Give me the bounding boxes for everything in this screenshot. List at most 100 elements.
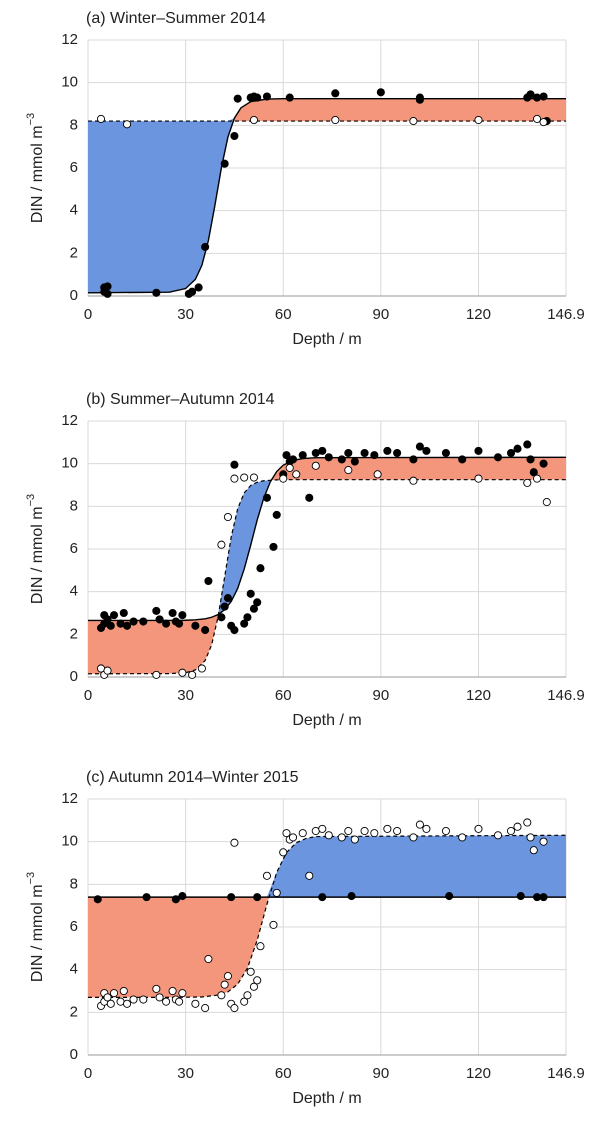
y-tick-label: 4: [70, 202, 78, 219]
data-point: [175, 997, 184, 1006]
fill-solid-below: [88, 835, 566, 898]
data-point: [155, 615, 164, 624]
data-point: [191, 621, 200, 630]
data-point: [513, 822, 522, 831]
x-tick-label: 120: [466, 687, 491, 704]
data-point: [523, 440, 532, 449]
data-point: [272, 510, 281, 519]
data-point: [256, 564, 265, 573]
y-tick-label: 12: [61, 412, 78, 429]
data-point: [298, 451, 307, 460]
y-tick-label: 6: [70, 159, 78, 176]
data-point: [204, 576, 213, 586]
data-point: [122, 621, 132, 630]
data-point: [493, 453, 503, 462]
data-point: [373, 470, 382, 479]
y-tick-label: 10: [61, 833, 78, 850]
data-point: [262, 92, 272, 101]
data-point: [532, 93, 542, 102]
data-point: [285, 463, 294, 472]
data-point: [223, 512, 232, 522]
x-tick-label: 90: [373, 1065, 390, 1082]
x-tick-label: 30: [177, 687, 194, 704]
fit-curve: [88, 834, 567, 999]
x-tick-label: 120: [466, 306, 491, 323]
data-point: [139, 617, 148, 626]
data-point: [350, 457, 359, 466]
y-tick-label: 2: [70, 625, 78, 642]
data-point: [223, 972, 232, 981]
x-axis-label: Depth / m: [292, 1090, 361, 1107]
y-tick-label: 8: [70, 497, 78, 514]
x-tick-label: 0: [84, 687, 92, 704]
data-point: [103, 282, 112, 291]
y-tick-label: 0: [70, 287, 78, 304]
fill-solid-above: [88, 98, 566, 122]
x-tick-label: 146.9: [547, 1065, 585, 1082]
data-point: [409, 455, 418, 464]
data-point: [246, 967, 255, 976]
data-point: [178, 989, 187, 998]
data-point: [96, 114, 106, 123]
data-point: [188, 670, 197, 679]
data-point: [152, 288, 161, 297]
data-point: [262, 493, 272, 502]
data-point: [337, 833, 346, 842]
x-tick-label: 146.9: [547, 687, 585, 704]
data-point: [194, 283, 203, 292]
data-point: [344, 466, 353, 475]
data-point: [119, 608, 128, 618]
data-point: [106, 621, 115, 630]
data-point: [230, 131, 239, 141]
data-point: [201, 242, 210, 251]
data-point: [376, 88, 385, 97]
data-point: [350, 835, 359, 844]
x-tick-label: 120: [466, 1065, 491, 1082]
data-point: [409, 476, 418, 485]
data-point: [526, 455, 535, 464]
data-point: [152, 606, 161, 615]
data-point: [253, 598, 262, 607]
data-point: [178, 892, 187, 901]
data-point: [155, 993, 164, 1002]
x-tick-label: 146.9: [547, 306, 585, 323]
data-point: [168, 986, 177, 996]
data-point: [445, 892, 454, 901]
x-tick-label: 60: [275, 306, 292, 323]
data-point: [539, 837, 548, 846]
data-point: [393, 826, 402, 836]
data-point: [152, 670, 161, 679]
data-point: [539, 118, 548, 127]
x-axis-label: Depth / m: [292, 331, 361, 348]
data-point: [230, 1004, 239, 1013]
data-point: [142, 893, 151, 902]
y-tick-label: 6: [70, 540, 78, 557]
data-point: [285, 93, 294, 102]
y-tick-label: 12: [61, 31, 78, 48]
data-point: [220, 602, 229, 611]
data-point: [230, 460, 239, 469]
data-point: [415, 820, 424, 829]
data-point: [542, 498, 551, 507]
data-point: [288, 833, 298, 842]
data-point: [223, 594, 232, 603]
data-point: [331, 115, 340, 125]
data-point: [360, 826, 369, 836]
data-point: [246, 589, 255, 598]
data-point: [103, 666, 112, 675]
data-point: [324, 831, 333, 840]
data-point: [139, 995, 148, 1004]
data-point: [370, 451, 379, 460]
x-tick-label: 90: [373, 687, 390, 704]
data-point: [272, 888, 281, 897]
data-point: [220, 980, 229, 989]
data-point: [171, 895, 180, 904]
data-point: [191, 999, 200, 1008]
data-point: [103, 993, 112, 1002]
x-tick-label: 30: [177, 306, 194, 323]
data-point: [506, 826, 516, 836]
fill-solid-above: [88, 457, 566, 674]
data-point: [243, 613, 252, 622]
